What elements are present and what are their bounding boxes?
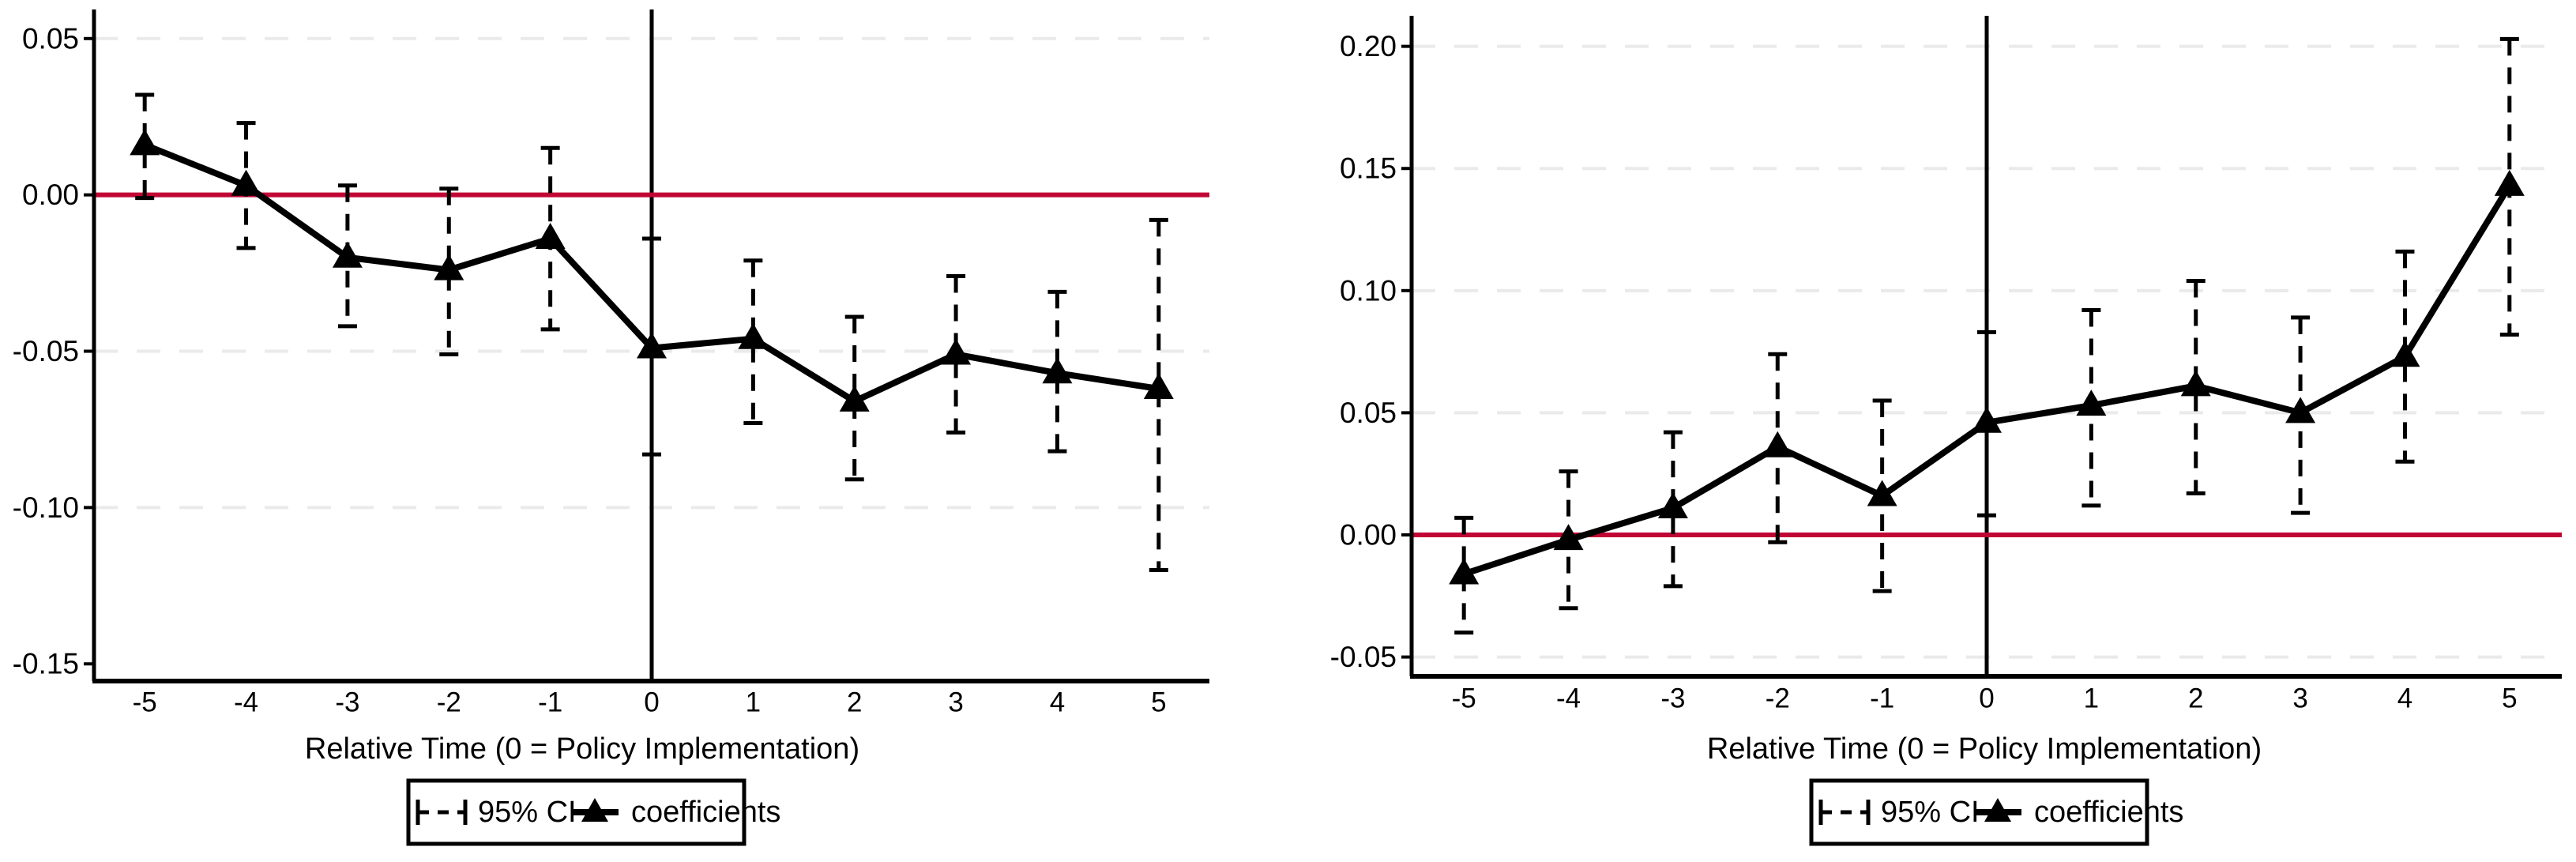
- x-tick-label: -3: [1660, 683, 1685, 714]
- coefficient-marker: [2076, 390, 2107, 416]
- legend-coefficients-label: coefficients: [2034, 796, 2183, 829]
- coefficient-marker: [1762, 431, 1793, 457]
- coefficient-marker: [535, 223, 566, 250]
- coefficient-marker: [332, 241, 363, 268]
- x-axis-title: Relative Time (0 = Policy Implementation…: [305, 732, 859, 766]
- coefficient-marker: [941, 338, 972, 365]
- coefficient-marker: [839, 385, 870, 412]
- y-tick-label: 0.00: [22, 179, 79, 211]
- legend-coefficients-label: coefficients: [631, 796, 780, 829]
- y-tick-label: -0.05: [1330, 641, 1397, 673]
- coefficient-marker: [2494, 169, 2525, 196]
- x-tick-label: -4: [234, 687, 258, 718]
- coefficient-marker: [130, 129, 160, 156]
- y-tick-label: 0.05: [1340, 397, 1397, 429]
- coefficient-marker: [1143, 373, 1174, 400]
- y-tick-label: 0.20: [1340, 30, 1397, 62]
- x-tick-label: -2: [1766, 683, 1790, 714]
- x-tick-label: 3: [2292, 683, 2307, 714]
- x-axis-title: Relative Time (0 = Policy Implementation…: [1707, 732, 2262, 766]
- coefficient-marker: [231, 169, 261, 196]
- y-tick-label: 0.00: [1340, 518, 1397, 551]
- coefficient-marker: [637, 332, 667, 359]
- coefficient-marker: [1449, 558, 1480, 585]
- coefficient-marker: [2390, 341, 2420, 367]
- legend-coefficients-marker-icon: [1984, 798, 2011, 822]
- x-tick-label: 2: [847, 687, 862, 718]
- y-tick-label: -0.05: [13, 335, 79, 367]
- y-tick-label: -0.10: [13, 491, 79, 524]
- x-tick-label: 1: [2084, 683, 2099, 714]
- coefficient-marker: [434, 254, 464, 280]
- x-tick-label: 0: [1979, 683, 1994, 714]
- x-tick-label: -1: [1870, 683, 1894, 714]
- legend-ci-label: 95% CI: [1881, 796, 1980, 829]
- x-tick-label: 2: [2188, 683, 2203, 714]
- x-tick-label: -5: [1452, 683, 1476, 714]
- coefficient-marker: [1867, 480, 1897, 506]
- x-tick-label: -1: [538, 687, 562, 718]
- y-tick-label: -0.15: [13, 648, 79, 680]
- x-tick-label: -3: [335, 687, 359, 718]
- coefficient-marker: [1972, 406, 2002, 433]
- coefficient-marker: [1553, 524, 1584, 551]
- legend-ci-label: 95% CI: [478, 796, 577, 829]
- coefficient-marker: [1657, 491, 1688, 518]
- y-tick-label: 0.15: [1340, 152, 1397, 185]
- x-tick-label: -5: [133, 687, 157, 718]
- y-tick-label: 0.05: [22, 22, 79, 55]
- coefficient-marker: [738, 322, 769, 349]
- x-tick-label: 5: [1151, 687, 1166, 718]
- coefficient-marker: [2285, 397, 2316, 423]
- legend-coefficients-marker-icon: [581, 798, 608, 822]
- x-tick-label: 4: [2397, 683, 2412, 714]
- x-tick-label: 0: [644, 687, 659, 718]
- x-tick-label: -4: [1556, 683, 1581, 714]
- x-tick-label: -2: [437, 687, 461, 718]
- coefficient-marker: [1042, 357, 1073, 384]
- x-tick-label: 5: [2502, 683, 2517, 714]
- y-tick-label: 0.10: [1340, 274, 1397, 307]
- x-tick-label: 1: [746, 687, 761, 718]
- x-tick-label: 3: [948, 687, 963, 718]
- x-tick-label: 4: [1050, 687, 1065, 718]
- coefficient-marker: [2180, 370, 2211, 397]
